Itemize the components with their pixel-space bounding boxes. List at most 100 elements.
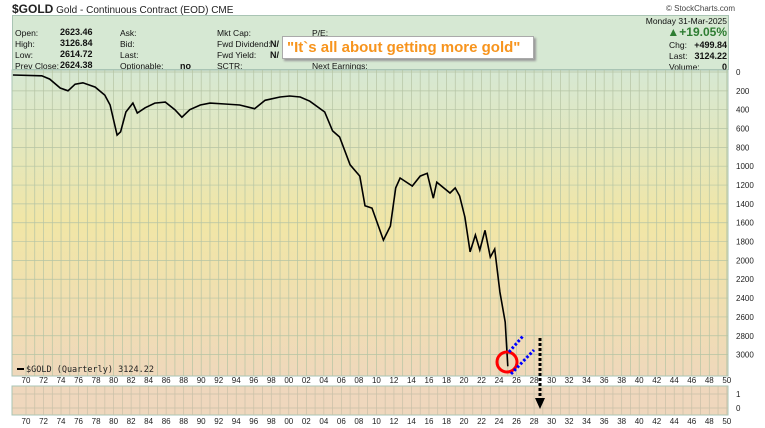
x-tick-label: 30 xyxy=(547,376,556,385)
x-tick-label-lower: 18 xyxy=(442,417,451,426)
y-tick-label: 600 xyxy=(736,125,750,134)
y-tick-label: 1200 xyxy=(736,181,754,190)
x-tick-label-lower: 88 xyxy=(179,417,188,426)
x-tick-label-lower: 44 xyxy=(670,417,679,426)
volume-label: Volume: xyxy=(669,62,700,72)
x-tick-label: 40 xyxy=(635,376,644,385)
x-tick-label-lower: 94 xyxy=(232,417,241,426)
chg-value: +499.84 xyxy=(694,40,727,50)
x-tick-label-lower: 96 xyxy=(249,417,258,426)
y-tick-label: 1000 xyxy=(736,162,754,171)
low-value: 2614.72 xyxy=(60,49,93,59)
y-tick-label: 800 xyxy=(736,143,750,152)
optionable-label: Optionable: xyxy=(120,61,164,71)
open-label: Open: xyxy=(15,28,39,38)
volume-value: 0 xyxy=(721,62,727,72)
x-tick-label: 90 xyxy=(197,376,206,385)
high-value: 3126.84 xyxy=(60,38,93,48)
pe-label: P/E: xyxy=(312,28,329,38)
sctr-label: SCTR: xyxy=(217,61,243,71)
chart-title: $GOLD Gold - Continuous Contract (EOD) C… xyxy=(12,2,233,16)
price-line xyxy=(12,74,509,367)
x-tick-label: 94 xyxy=(232,376,241,385)
symbol: $GOLD xyxy=(12,2,54,16)
x-tick-label-lower: 76 xyxy=(74,417,83,426)
x-tick-label-lower: 10 xyxy=(372,417,381,426)
y-tick-label: 2200 xyxy=(736,275,754,284)
x-tick-label: 96 xyxy=(249,376,258,385)
x-tick-label: 48 xyxy=(705,376,714,385)
mkt-cap-label: Mkt Cap: xyxy=(217,28,252,38)
y-tick-label: 200 xyxy=(736,87,750,96)
low-label: Low: xyxy=(15,50,33,60)
next-earnings-label: Next Earnings: xyxy=(312,61,368,71)
x-tick-label-lower: 82 xyxy=(127,417,136,426)
x-tick-label-lower: 50 xyxy=(722,417,731,426)
fwd-yield-value: N/ xyxy=(270,50,279,60)
x-tick-label: 86 xyxy=(162,376,171,385)
x-tick-label-lower: 04 xyxy=(319,417,328,426)
last-value: 3124.22 xyxy=(694,51,727,61)
x-tick-label-lower: 46 xyxy=(687,417,696,426)
annotation-callout: "It`s all about getting more gold" xyxy=(282,36,534,59)
x-tick-label: 14 xyxy=(407,376,416,385)
x-tick-label-lower: 80 xyxy=(109,417,118,426)
x-tick-label: 28 xyxy=(530,376,539,385)
x-tick-label-lower: 32 xyxy=(565,417,574,426)
x-tick-label: 24 xyxy=(495,376,504,385)
x-tick-label-lower: 90 xyxy=(197,417,206,426)
y-tick-label: 1800 xyxy=(736,238,754,247)
lower-y-tick-label: 0 xyxy=(736,404,741,413)
x-tick-label-lower: 98 xyxy=(267,417,276,426)
x-tick-label: 78 xyxy=(92,376,101,385)
instrument-name: Gold - Continuous Contract (EOD) xyxy=(56,5,209,16)
x-tick-label: 06 xyxy=(337,376,346,385)
prev-close-label: Prev Close: xyxy=(15,61,59,71)
lower-panel xyxy=(11,385,729,416)
x-tick-label: 18 xyxy=(442,376,451,385)
x-tick-label-lower: 28 xyxy=(530,417,539,426)
x-tick-label: 98 xyxy=(267,376,276,385)
x-tick-label-lower: 84 xyxy=(144,417,153,426)
arrow-down-icon xyxy=(535,398,545,409)
x-tick-label: 50 xyxy=(722,376,731,385)
x-tick-label-lower: 06 xyxy=(337,417,346,426)
x-tick-label-lower: 92 xyxy=(214,417,223,426)
y-tick-label: 2800 xyxy=(736,332,754,341)
x-tick-label: 44 xyxy=(670,376,679,385)
fwd-yield-label: Fwd Yield: xyxy=(217,50,257,60)
x-tick-label: 02 xyxy=(302,376,311,385)
pct-change-value: +19.05% xyxy=(679,25,727,39)
x-tick-label-lower: 30 xyxy=(547,417,556,426)
lower-y-tick-label: 1 xyxy=(736,390,741,399)
x-tick-label-lower: 42 xyxy=(652,417,661,426)
exchange: CME xyxy=(211,5,234,16)
x-tick-label: 72 xyxy=(39,376,48,385)
triangle-up-icon: ▲ xyxy=(667,25,680,39)
legend-label: $GOLD (Quarterly) 3124.22 xyxy=(26,365,154,375)
x-tick-label: 88 xyxy=(179,376,188,385)
x-tick-label-lower: 36 xyxy=(600,417,609,426)
y-tick-label: 2400 xyxy=(736,294,754,303)
x-tick-label-lower: 78 xyxy=(92,417,101,426)
x-tick-label: 20 xyxy=(460,376,469,385)
x-tick-label-lower: 16 xyxy=(425,417,434,426)
fwd-dividend-value: N/ xyxy=(270,39,279,49)
x-tick-label: 84 xyxy=(144,376,153,385)
x-tick-label: 22 xyxy=(477,376,486,385)
y-tick-label: 3000 xyxy=(736,351,754,360)
x-tick-label-lower: 02 xyxy=(302,417,311,426)
x-tick-label-lower: 70 xyxy=(22,417,31,426)
brand-watermark: © StockCharts.com xyxy=(666,4,736,13)
y-tick-label: 400 xyxy=(736,106,750,115)
x-tick-label: 82 xyxy=(127,376,136,385)
y-tick-label: 2600 xyxy=(736,313,754,322)
x-tick-label: 42 xyxy=(652,376,661,385)
x-tick-label-lower: 14 xyxy=(407,417,416,426)
x-tick-label-lower: 26 xyxy=(512,417,521,426)
x-tick-label: 32 xyxy=(565,376,574,385)
y-tick-label: 1600 xyxy=(736,219,754,228)
x-tick-label-lower: 00 xyxy=(284,417,293,426)
x-tick-label-lower: 08 xyxy=(354,417,363,426)
